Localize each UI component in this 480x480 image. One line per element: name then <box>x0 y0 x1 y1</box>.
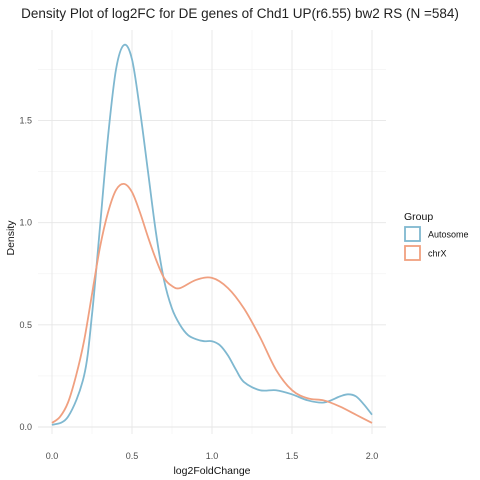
y-tick-label: 1.5 <box>19 116 32 126</box>
x-tick-label: 1.5 <box>286 451 299 461</box>
y-axis-ticks: 0.0 0.5 1.0 1.5 <box>19 116 32 432</box>
legend-title: Group <box>404 211 433 223</box>
x-tick-label: 1.0 <box>206 451 219 461</box>
legend-label-chrx: chrX <box>428 249 447 259</box>
density-lines <box>51 43 373 426</box>
y-axis-title: Density <box>5 220 17 256</box>
legend-key-autosome <box>404 226 421 242</box>
x-axis-title: log2FoldChange <box>173 465 250 477</box>
x-tick-label: 0.0 <box>46 451 59 461</box>
series-line-autosome <box>51 43 373 426</box>
x-tick-label: 0.5 <box>126 451 139 461</box>
x-tick-label: 2.0 <box>366 451 379 461</box>
legend-key-chrx <box>404 245 421 261</box>
y-tick-label: 0.5 <box>19 320 32 330</box>
y-tick-label: 0.0 <box>19 422 32 432</box>
x-axis-ticks: 0.0 0.5 1.0 1.5 2.0 <box>46 451 379 461</box>
legend: Group Autosome chrX <box>404 211 469 261</box>
series-line-chrx <box>51 182 373 424</box>
y-tick-label: 1.0 <box>19 218 32 228</box>
chart-title: Density Plot of log2FC for DE genes of C… <box>21 6 459 21</box>
legend-label-autosome: Autosome <box>428 230 469 240</box>
grid-lines <box>38 30 386 434</box>
